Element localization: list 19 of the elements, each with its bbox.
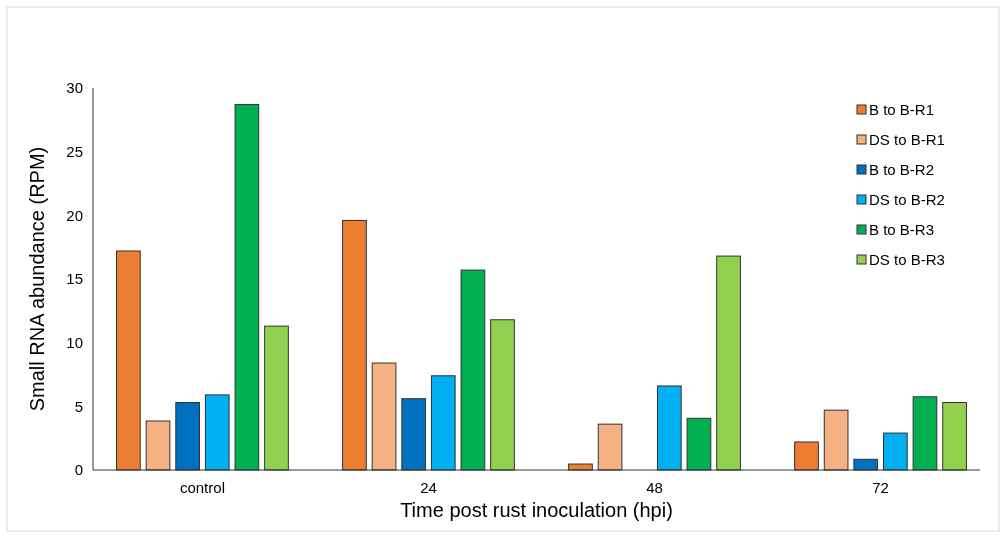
- y-tick-label: 10: [66, 333, 83, 351]
- legend-label: DS to B-R2: [869, 191, 945, 209]
- y-tick-label: 0: [74, 461, 83, 479]
- x-tick-label: 24: [420, 479, 437, 496]
- y-tick-label: 5: [74, 397, 83, 415]
- legend-label: B to B-R1: [869, 101, 935, 119]
- legend-label: DS to B-R3: [869, 251, 945, 269]
- legend-label: DS to B-R1: [869, 131, 945, 149]
- y-tick-label: 25: [66, 142, 83, 160]
- x-tick-label: 72: [872, 479, 889, 496]
- y-tick-label: 20: [66, 206, 83, 224]
- y-axis-title: Small RNA abundance (RPM): [26, 146, 48, 412]
- legend-label: B to B-R2: [869, 161, 935, 179]
- legend-label: B to B-R3: [869, 221, 935, 239]
- y-tick-label: 15: [66, 270, 83, 288]
- x-axis-title: Time post rust inoculation (hpi): [400, 499, 673, 521]
- y-tick-label: 30: [66, 79, 83, 97]
- x-tick-label: control: [179, 479, 225, 496]
- x-tick-label: 48: [646, 479, 663, 496]
